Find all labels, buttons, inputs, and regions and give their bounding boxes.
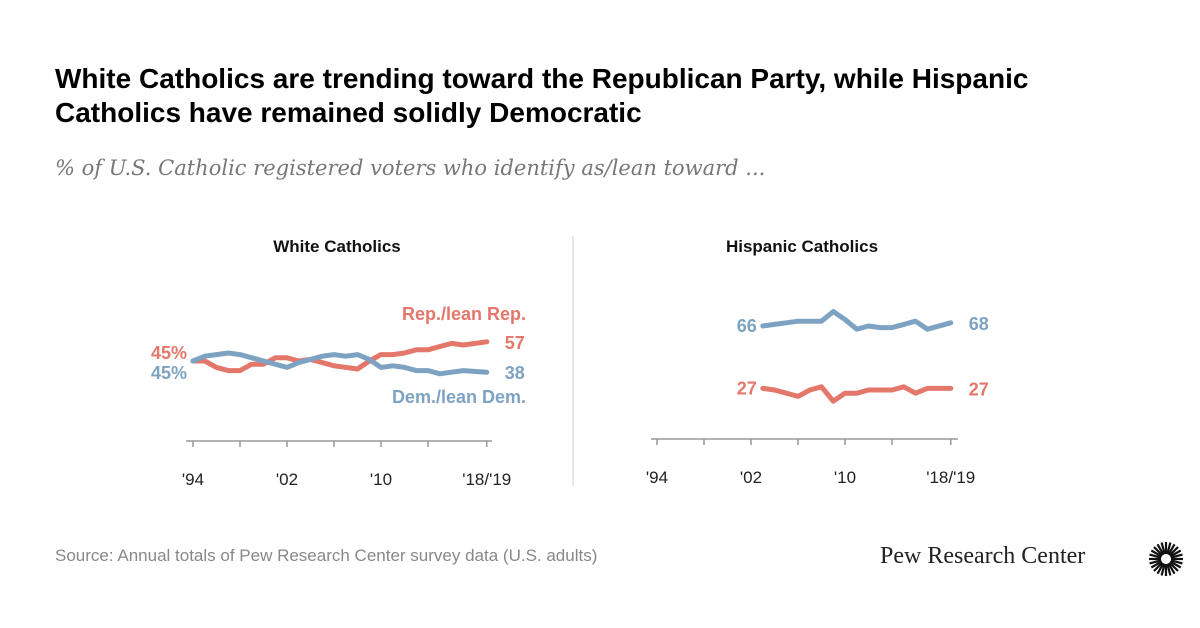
series-name-label: Rep./lean Rep. — [402, 304, 526, 324]
source-note: Source: Annual totals of Pew Research Ce… — [55, 546, 598, 565]
x-tick-label: '18/'19 — [926, 468, 975, 487]
series-name-label: Dem./lean Dem. — [392, 387, 526, 407]
x-tick-label: '02 — [740, 468, 762, 487]
start-value-label: 66 — [737, 316, 757, 336]
x-tick-label: '10 — [370, 470, 392, 489]
series-line-rep — [760, 384, 954, 404]
x-tick-label: '94 — [646, 468, 668, 487]
x-tick-label: '18/'19 — [462, 470, 511, 489]
panel-title-white: White Catholics — [273, 237, 401, 256]
end-value-label: 57 — [505, 333, 525, 353]
series-line-dem — [190, 350, 490, 377]
pew-logo: Pew Research Center — [880, 542, 1183, 576]
logo-text: Pew Research Center — [880, 543, 1086, 569]
end-value-label: 68 — [969, 314, 989, 334]
end-value-label: 27 — [969, 379, 989, 399]
end-value-label: 38 — [505, 363, 525, 383]
start-value-label: 45% — [151, 363, 187, 383]
series-line-dem — [760, 309, 954, 332]
panel-title-hispanic: Hispanic Catholics — [726, 237, 878, 256]
sunburst-icon — [1149, 542, 1183, 576]
x-tick-label: '94 — [182, 470, 204, 489]
start-value-label: 27 — [737, 378, 757, 398]
start-value-label: 45% — [151, 343, 187, 363]
series-line-rep — [190, 339, 490, 374]
chart-subtitle: % of U.S. Catholic registered voters who… — [55, 156, 766, 180]
chart-title: White Catholics are trending toward the … — [55, 63, 1029, 128]
x-tick-label: '10 — [834, 468, 856, 487]
x-tick-label: '02 — [276, 470, 298, 489]
